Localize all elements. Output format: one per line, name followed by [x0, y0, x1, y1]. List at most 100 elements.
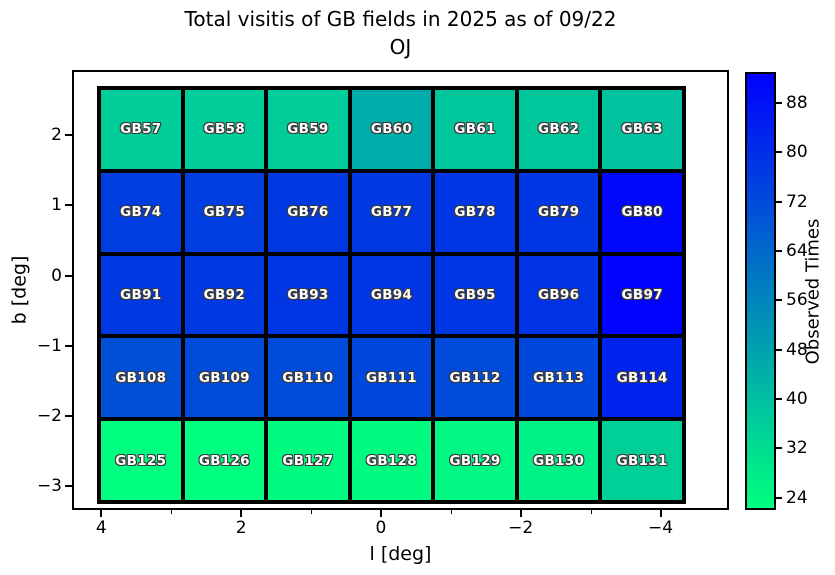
colorbar-tick-mark: [776, 496, 782, 499]
field-cell-label: GB110: [282, 369, 334, 386]
plot-axes: GB57 GB58 GB59 GB60 GB61 GB62 GB63 GB74 GB75 GB76…: [72, 70, 729, 510]
field-cell: GB96: [516, 253, 601, 337]
field-cell-label: GB113: [533, 369, 585, 386]
field-cell: GB76: [266, 170, 350, 254]
field-cell-label: GB127: [282, 452, 334, 469]
field-cell-label: GB97: [621, 286, 663, 303]
field-cell: GB60: [349, 88, 434, 171]
field-cell: GB93: [266, 253, 350, 337]
field-cell: GB91: [99, 253, 183, 337]
field-cell: GB130: [516, 419, 601, 502]
field-cell-label: GB94: [370, 286, 413, 303]
field-cell: GB75: [182, 170, 267, 254]
field-cell: GB131: [600, 419, 684, 502]
colorbar-tick-label: 72: [786, 191, 808, 212]
colorbar-tick-mark: [776, 200, 782, 203]
field-cell-label: GB63: [621, 121, 663, 138]
field-cell-label: GB92: [203, 286, 246, 303]
field-cell: GB128: [349, 419, 434, 502]
colorbar-tick-mark: [776, 299, 782, 302]
field-cell: GB112: [433, 336, 517, 420]
field-cell-label: GB129: [449, 452, 501, 469]
field-cell: GB126: [182, 419, 267, 502]
colorbar-tick-mark: [776, 101, 782, 104]
field-cell-label: GB109: [198, 369, 250, 386]
field-cell: GB129: [433, 419, 517, 502]
x-tick-label: 2: [235, 518, 247, 538]
field-cell-label: GB61: [454, 121, 496, 138]
field-cell-label: GB91: [120, 286, 162, 303]
y-tick-mark: [65, 134, 72, 137]
field-cell: GB114: [600, 336, 684, 420]
field-cell-label: GB80: [621, 204, 663, 221]
chart-title: Total visitis of GB fields in 2025 as of…: [184, 7, 617, 31]
field-cell-label: GB77: [370, 204, 413, 221]
field-cell: GB92: [182, 253, 267, 337]
field-cell-label: GB60: [370, 121, 413, 138]
x-tick-mark: [240, 510, 243, 517]
x-minor-tick-mark: [450, 510, 452, 514]
field-cell-label: GB57: [120, 121, 162, 138]
field-cell-label: GB93: [287, 286, 329, 303]
field-cell: GB79: [516, 170, 601, 254]
field-cell: GB74: [99, 170, 183, 254]
field-cell-label: GB79: [537, 204, 580, 221]
colorbar-tick-label: 80: [786, 142, 808, 163]
field-cell: GB62: [516, 88, 601, 171]
field-cell-label: GB108: [115, 369, 167, 386]
y-tick-mark: [65, 414, 72, 417]
y-axis-label: b [deg]: [8, 255, 30, 325]
field-cell-label: GB95: [454, 286, 496, 303]
y-tick-label: 1: [51, 195, 62, 216]
colorbar-label: Observed Times: [802, 218, 824, 364]
field-cell: GB97: [600, 253, 684, 337]
y-tick-mark: [65, 204, 72, 207]
colorbar-tick-label: 32: [786, 438, 808, 459]
heatmap-grid: GB57 GB58 GB59 GB60 GB61 GB62 GB63 GB74 GB75 GB76…: [97, 86, 686, 504]
y-tick-mark: [65, 274, 72, 277]
y-tick-label: 0: [51, 265, 62, 286]
colorbar-tick-label: 24: [786, 487, 808, 508]
colorbar-tick-mark: [776, 348, 782, 351]
field-cell-label: GB125: [115, 452, 167, 469]
x-tick-mark: [519, 510, 522, 517]
colorbar-tick-label: 56: [786, 290, 808, 311]
y-tick-mark: [65, 344, 72, 347]
field-cell: GB125: [99, 419, 183, 502]
colorbar-tick-label: 40: [786, 388, 808, 409]
chart-subtitle: OJ: [389, 35, 412, 59]
field-cell: GB111: [349, 336, 434, 420]
colorbar-tick-label: 48: [786, 339, 808, 360]
field-cell: GB113: [516, 336, 601, 420]
x-tick-mark: [379, 510, 382, 517]
field-cell-label: GB131: [616, 452, 668, 469]
field-cell: GB80: [600, 170, 684, 254]
field-cell: GB61: [433, 88, 517, 171]
colorbar-tick-label: 64: [786, 240, 808, 261]
x-tick-label: −4: [647, 518, 674, 538]
y-tick-mark: [65, 485, 72, 488]
x-minor-tick-mark: [311, 510, 313, 514]
field-cell: GB59: [266, 88, 350, 171]
x-axis-label: l [deg]: [369, 543, 432, 565]
colorbar-tick-mark: [776, 397, 782, 400]
field-cell-label: GB74: [120, 204, 162, 221]
x-tick-mark: [659, 510, 662, 517]
field-cell-label: GB58: [203, 121, 246, 138]
field-cell: GB58: [182, 88, 267, 171]
colorbar: [745, 72, 776, 510]
field-cell-label: GB96: [537, 286, 580, 303]
field-cell: GB127: [266, 419, 350, 502]
colorbar-tick-mark: [776, 447, 782, 450]
colorbar-tick-label: 88: [786, 92, 808, 113]
colorbar-tick-mark: [776, 249, 782, 252]
x-tick-mark: [100, 510, 103, 517]
field-cell-label: GB128: [365, 452, 418, 469]
field-cell: GB77: [349, 170, 434, 254]
field-cell-label: GB78: [454, 204, 496, 221]
field-cell-label: GB130: [533, 452, 585, 469]
field-cell: GB95: [433, 253, 517, 337]
x-minor-tick-mark: [171, 510, 173, 514]
y-tick-label: −2: [36, 405, 62, 426]
